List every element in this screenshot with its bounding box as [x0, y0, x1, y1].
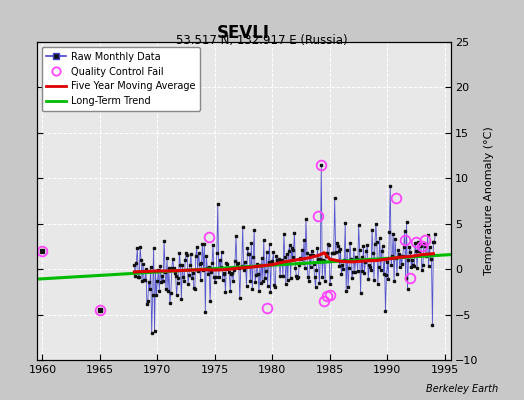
Legend: Raw Monthly Data, Quality Control Fail, Five Year Moving Average, Long-Term Tren: Raw Monthly Data, Quality Control Fail, … [41, 47, 200, 111]
Text: 53.517 N, 132.917 E (Russia): 53.517 N, 132.917 E (Russia) [176, 34, 348, 47]
Text: Berkeley Earth: Berkeley Earth [425, 384, 498, 394]
Title: SEVLI: SEVLI [217, 24, 270, 42]
Y-axis label: Temperature Anomaly (°C): Temperature Anomaly (°C) [484, 127, 494, 275]
